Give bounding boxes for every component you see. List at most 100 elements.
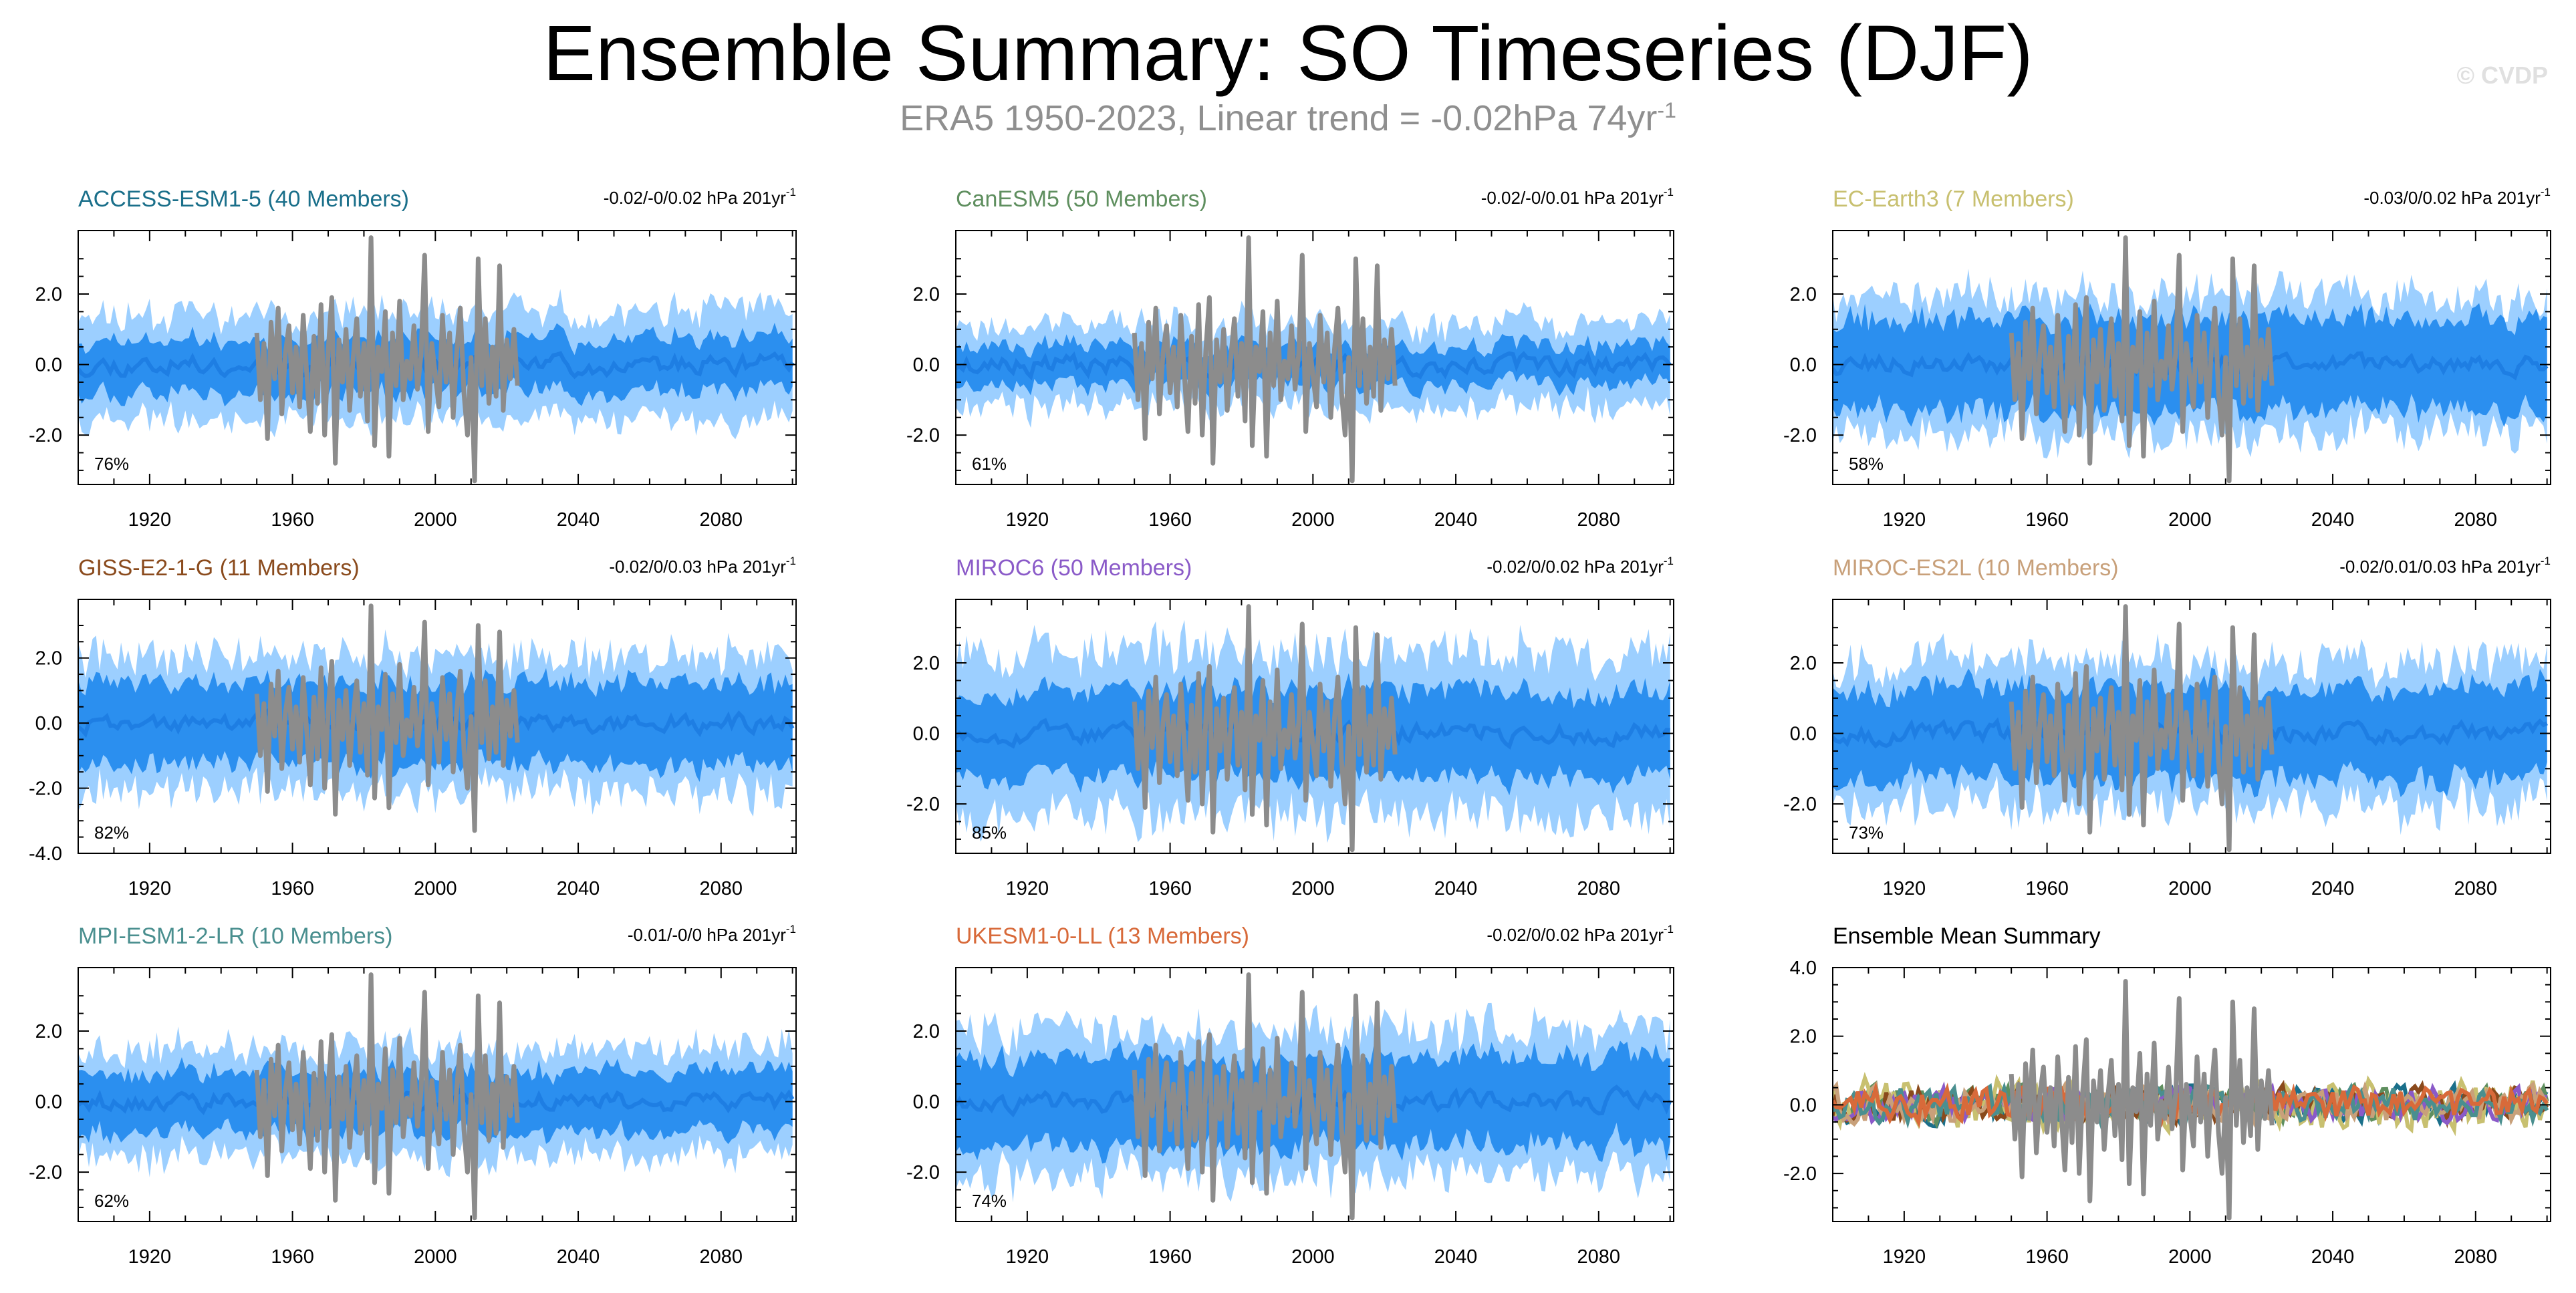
panel-mpi-esm1-2-lr: 1920 1960 2000 2040 2080 2.0 0.0 -2.0 MPI-ESM1-2… [29, 923, 797, 1268]
y-tick-label: -2.0 [1783, 1163, 1817, 1185]
figure-title: Ensemble Summary: SO Timeseries (DJF) [543, 9, 2033, 98]
x-tick-label: 2000 [2168, 509, 2212, 531]
panel-plot-area [1833, 604, 2548, 853]
x-tick-label: 1960 [1148, 878, 1192, 899]
trend-text: -0.02/0/0.02 hPa 201yr [1487, 557, 1664, 577]
panel-plot-area [956, 604, 1670, 853]
panel-frame [1832, 230, 2551, 485]
panel-plot-area [956, 972, 1672, 1221]
x-tick-label: 1920 [1006, 1246, 1049, 1268]
y-tick-label: 2.0 [1790, 653, 1817, 674]
panel-miroc-es2l: 1920 1960 2000 2040 2080 2.0 0.0 -2.0 MIROC-ES2L… [1783, 555, 2551, 899]
y-tick-label: -2.0 [29, 1162, 62, 1183]
panel-trend-label: -0.02/0/0.02 hPa 201yr-1 [1487, 555, 1674, 577]
panel-trend-label: -0.02/0.01/0.03 hPa 201yr-1 [2339, 555, 2551, 577]
y-tick-label: 0.0 [35, 713, 62, 734]
y-tick-label: 2.0 [913, 1021, 940, 1042]
x-tick-label: 2040 [2311, 1246, 2355, 1268]
trend-text: -0.02/0/0.03 hPa 201yr [609, 557, 786, 577]
x-tick-label: 2040 [1434, 1246, 1478, 1268]
panel-title: MIROC-ES2L (10 Members) [1833, 555, 2119, 581]
panel-canesm5: 1920 1960 2000 2040 2080 2.0 0.0 -2.0 CanESM5 (5… [906, 186, 1674, 531]
x-tick-label: 2080 [2454, 1246, 2498, 1268]
y-tick-label: 0.0 [913, 1092, 940, 1113]
y-tick-label: 0.0 [1790, 724, 1817, 745]
observed-era5-line [1132, 235, 1398, 484]
panel-title: EC-Earth3 (7 Members) [1833, 186, 2074, 212]
trend-superscript: -1 [1664, 186, 1674, 198]
observed-era5-line [254, 603, 520, 833]
trend-superscript: -1 [2541, 555, 2551, 567]
panel-plot-area [78, 972, 795, 1221]
panel-frame [78, 967, 797, 1222]
y-tick-label: 2.0 [913, 284, 940, 305]
y-tick-label: 0.0 [1790, 1095, 1817, 1116]
panel-plot-area [78, 235, 795, 484]
x-tick-label: 2080 [1577, 509, 1621, 531]
panel-frame [955, 599, 1674, 854]
panel-title: MIROC6 (50 Members) [956, 555, 1192, 581]
panel-miroc6: 1920 1960 2000 2040 2080 2.0 0.0 -2.0 MIROC6 (50… [906, 555, 1674, 899]
x-tick-label: 2000 [1291, 878, 1335, 899]
x-tick-label: 2040 [557, 1246, 600, 1268]
trend-text: -0.02/-0/0.01 hPa 201yr [1481, 188, 1664, 208]
x-tick-label: 2040 [1434, 878, 1478, 899]
x-tick-label: 2080 [2454, 509, 2498, 531]
panel-plot-area [78, 603, 795, 833]
x-tick-label: 1920 [1883, 878, 1926, 899]
panel-percent-label: 82% [94, 823, 129, 843]
y-tick-label: -2.0 [906, 1162, 940, 1183]
x-tick-label: 2040 [2311, 509, 2355, 531]
x-tick-label: 2000 [414, 509, 457, 531]
x-tick-label: 2000 [414, 878, 457, 899]
panel-frame [1832, 599, 2551, 854]
panel-access-esm1-5: 1920 1960 2000 2040 2080 2.0 0.0 -2.0 ACCESS-ESM… [29, 186, 797, 531]
panel-frame [78, 230, 797, 485]
panel-percent-label: 73% [1849, 823, 1884, 843]
x-tick-label: 1920 [128, 509, 172, 531]
x-tick-label: 2080 [700, 878, 743, 899]
panel-ec-earth3: 1920 1960 2000 2040 2080 2.0 0.0 -2.0 EC-Earth3 … [1783, 186, 2551, 531]
panel-giss-e2-1-g: 1920 1960 2000 2040 2080 2.0 0.0 -2.0 -4.0 GISS-E… [29, 555, 797, 899]
x-tick-label: 1920 [128, 878, 172, 899]
y-tick-label: 0.0 [35, 1092, 62, 1113]
panel-percent-label: 58% [1849, 454, 1884, 474]
trend-text: -0.02/-0/0.02 hPa 201yr [604, 188, 787, 208]
panel-percent-label: 61% [972, 454, 1007, 474]
trend-superscript: -1 [786, 186, 796, 198]
panel-plot-area [956, 235, 1672, 484]
panel-trend-label: -0.01/-0/0 hPa 201yr-1 [628, 923, 796, 945]
panel-trend-label: -0.02/0/0.03 hPa 201yr-1 [609, 555, 796, 577]
subtitle-superscript: -1 [1657, 98, 1676, 122]
trend-text: -0.02/0.01/0.03 hPa 201yr [2339, 557, 2541, 577]
x-tick-label: 2000 [1291, 1246, 1335, 1268]
y-tick-label: 2.0 [1790, 284, 1817, 305]
panel-trend-label: -0.02/0/0.02 hPa 201yr-1 [1487, 923, 1674, 945]
x-tick-label: 2040 [2311, 878, 2355, 899]
y-tick-label: -2.0 [29, 425, 62, 446]
panel-frame [955, 230, 1674, 485]
x-tick-label: 2080 [700, 1246, 743, 1268]
x-tick-label: 1920 [1883, 1246, 1926, 1268]
panel-percent-label: 76% [94, 454, 129, 474]
panel-ensemble-mean-summary: 1920 1960 2000 2040 2080 4.0 2.0 0.0 -2.0 Ensembl… [1783, 923, 2551, 1268]
y-tick-label: -4.0 [29, 843, 62, 865]
panel-percent-label: 62% [94, 1191, 129, 1211]
panel-ukesm1-0-ll: 1920 1960 2000 2040 2080 2.0 0.0 -2.0 UKESM1-0-L… [906, 923, 1674, 1268]
x-tick-label: 1960 [2025, 509, 2069, 531]
subtitle-text: ERA5 1950-2023, Linear trend = -0.02hPa … [900, 98, 1658, 138]
x-tick-label: 1920 [1006, 878, 1049, 899]
y-tick-label: 0.0 [913, 355, 940, 376]
x-tick-label: 1960 [1148, 1246, 1192, 1268]
x-tick-label: 2040 [557, 878, 600, 899]
panel-frame [1832, 967, 2551, 1222]
trend-superscript: -1 [786, 555, 796, 567]
observed-era5-line [1132, 604, 1398, 853]
panel-plot-area [1833, 235, 2549, 484]
trend-text: -0.03/0/0.02 hPa 201yr [2363, 188, 2541, 208]
x-tick-label: 1960 [1148, 509, 1192, 531]
observed-era5-line [254, 972, 520, 1221]
y-tick-label: -2.0 [906, 425, 940, 446]
panel-title: GISS-E2-1-G (11 Members) [78, 555, 360, 581]
